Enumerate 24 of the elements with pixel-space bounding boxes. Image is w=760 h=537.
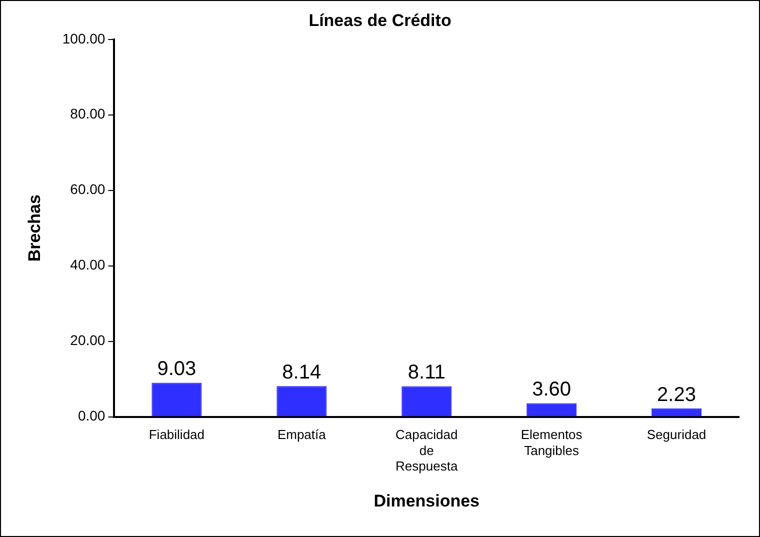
x-tick-label: Elementos Tangibles [520, 427, 583, 458]
bar [652, 408, 702, 416]
y-tick-label: 60.00 [70, 181, 106, 198]
data-label: 8.11 [408, 362, 446, 384]
y-tick-label: 20.00 [70, 332, 106, 348]
data-label: 3.60 [532, 378, 572, 401]
data-label: 8.14 [282, 362, 322, 384]
y-tick-label: 100.00 [62, 30, 106, 46]
data-label: 2.23 [657, 384, 696, 406]
bar [526, 403, 577, 416]
y-tick-label: 40.00 [70, 256, 106, 273]
chart-title: Líneas de Crédito [308, 10, 452, 30]
x-tick-label: Seguridad [646, 427, 706, 442]
x-axis-title: Dimensiones [374, 491, 480, 510]
y-tick-label: 80.00 [70, 106, 106, 122]
x-tick-label: Fiabilidad [148, 427, 205, 442]
bar [152, 382, 202, 416]
y-axis-title: Brechas [24, 194, 44, 262]
y-tick-label: 0.00 [78, 408, 106, 424]
bar [276, 386, 327, 416]
bar [402, 386, 452, 416]
x-tick-label: Empatía [277, 427, 327, 442]
data-label: 9.03 [157, 358, 196, 380]
x-tick-label: Capacidad de Respuesta [396, 427, 458, 474]
